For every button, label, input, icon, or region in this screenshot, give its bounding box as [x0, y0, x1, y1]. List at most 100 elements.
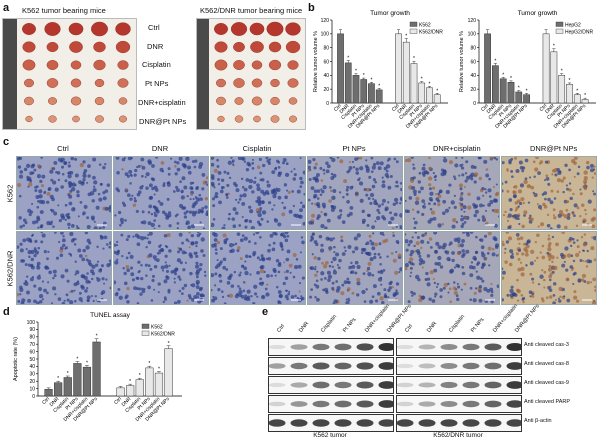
- cell-nucleus: [311, 202, 314, 205]
- cell-nucleus: [442, 286, 446, 290]
- cell-nucleus: [500, 298, 505, 302]
- cell-nucleus: [300, 295, 303, 298]
- tumor-specimen: [253, 115, 261, 123]
- cell-nucleus: [444, 208, 450, 213]
- cell-nucleus: [286, 234, 290, 238]
- cell-nucleus: [459, 243, 465, 248]
- cell-nucleus: [320, 248, 325, 253]
- cell-nucleus: [549, 227, 553, 231]
- cell-nucleus: [424, 232, 427, 235]
- cell-nucleus: [547, 247, 552, 252]
- cell-nucleus: [354, 191, 359, 196]
- cell-nucleus: [395, 251, 398, 254]
- cell-nucleus: [319, 193, 323, 197]
- y-tick-label: 0: [326, 101, 329, 107]
- cell-nucleus: [322, 168, 326, 172]
- x-tick-label-ctrl: Ctrl: [41, 396, 51, 406]
- cell-nucleus: [365, 159, 368, 162]
- band-dnr-cisplatin: [484, 419, 502, 427]
- tumor-specimen: [216, 96, 226, 106]
- cell-nucleus: [33, 247, 37, 250]
- cell-nucleus: [556, 224, 561, 229]
- band-label-anti-cleaved-cas-9: Anti cleaved cas-9: [524, 380, 569, 386]
- tumor-specimen: [115, 40, 131, 54]
- cell-nucleus: [465, 249, 470, 254]
- cell-nucleus: [547, 267, 552, 272]
- cell-nucleus: [74, 237, 77, 241]
- cell-nucleus: [151, 274, 155, 278]
- cell-nucleus: [220, 178, 225, 183]
- cell-nucleus: [557, 297, 560, 300]
- cell-nucleus: [85, 258, 89, 262]
- cell-nucleus: [239, 257, 243, 261]
- cell-nucleus: [541, 299, 545, 303]
- cell-nucleus: [492, 236, 497, 241]
- ihc-image-grid: Ctrl DNR Cisplatin Pt NPs DNR+cisplatin DNR@P…: [0, 140, 600, 306]
- tumor-specimen: [69, 41, 83, 53]
- ihc-image-k562-cisplatin: [210, 155, 307, 231]
- cell-nucleus: [368, 188, 372, 192]
- cell-nucleus: [120, 233, 124, 237]
- ihc-texture: [114, 155, 210, 230]
- cell-nucleus: [576, 245, 580, 249]
- cell-nucleus: [377, 252, 381, 256]
- cell-nucleus: [461, 271, 466, 276]
- panel-a-letter: a: [3, 2, 10, 14]
- ihc-texture: [500, 155, 597, 231]
- cell-nucleus: [416, 249, 420, 254]
- cell-nucleus: [300, 201, 303, 205]
- cell-nucleus: [346, 199, 350, 204]
- cell-nucleus: [347, 297, 350, 300]
- cell-nucleus: [22, 218, 27, 223]
- cell-nucleus: [399, 267, 404, 272]
- cell-nucleus: [582, 218, 587, 223]
- cell-nucleus: [478, 298, 483, 303]
- cell-nucleus: [277, 290, 282, 294]
- blot-bands: [396, 343, 524, 351]
- cell-nucleus: [228, 275, 232, 279]
- cell-nucleus: [527, 201, 531, 204]
- cell-nucleus: [82, 173, 87, 179]
- cell-nucleus: [372, 178, 376, 182]
- cell-nucleus: [478, 285, 483, 289]
- cell-nucleus: [552, 266, 556, 270]
- cell-nucleus: [536, 203, 539, 206]
- cell-nucleus: [194, 240, 199, 245]
- cell-nucleus: [168, 249, 172, 253]
- cell-nucleus: [536, 256, 539, 260]
- cell-nucleus: [529, 295, 532, 298]
- cell-nucleus: [338, 191, 342, 194]
- cell-nucleus: [323, 277, 327, 280]
- cell-nucleus: [521, 166, 526, 170]
- cell-nucleus: [36, 265, 41, 270]
- cell-nucleus: [504, 247, 507, 250]
- cell-nucleus: [239, 194, 243, 198]
- cell-nucleus: [521, 297, 525, 301]
- cell-nucleus: [411, 185, 416, 190]
- lane-label-dnr: DNR: [426, 320, 439, 334]
- band-dnr: [290, 382, 308, 388]
- cell-nucleus: [268, 243, 271, 247]
- cell-nucleus: [449, 268, 455, 273]
- cell-nucleus: [550, 189, 554, 193]
- cell-nucleus: [506, 293, 510, 297]
- cell-nucleus: [524, 177, 528, 181]
- ihc-column-label-ctrl: Ctrl: [57, 144, 69, 153]
- cell-nucleus: [280, 245, 284, 249]
- cell-nucleus: [433, 281, 437, 285]
- cell-nucleus: [485, 191, 488, 194]
- cell-nucleus: [251, 162, 255, 165]
- cell-nucleus: [525, 242, 529, 246]
- band-pt-nps: [462, 362, 480, 370]
- cell-nucleus: [255, 207, 261, 213]
- tumor-specimen: [250, 41, 264, 53]
- cell-nucleus: [547, 234, 551, 237]
- cell-nucleus: [569, 236, 573, 241]
- cell-nucleus: [98, 197, 103, 202]
- cell-nucleus: [336, 263, 339, 267]
- cell-nucleus: [316, 173, 320, 177]
- cell-nucleus: [68, 161, 71, 164]
- cell-nucleus: [134, 168, 138, 173]
- cell-nucleus: [534, 193, 537, 196]
- cell-nucleus: [28, 237, 32, 241]
